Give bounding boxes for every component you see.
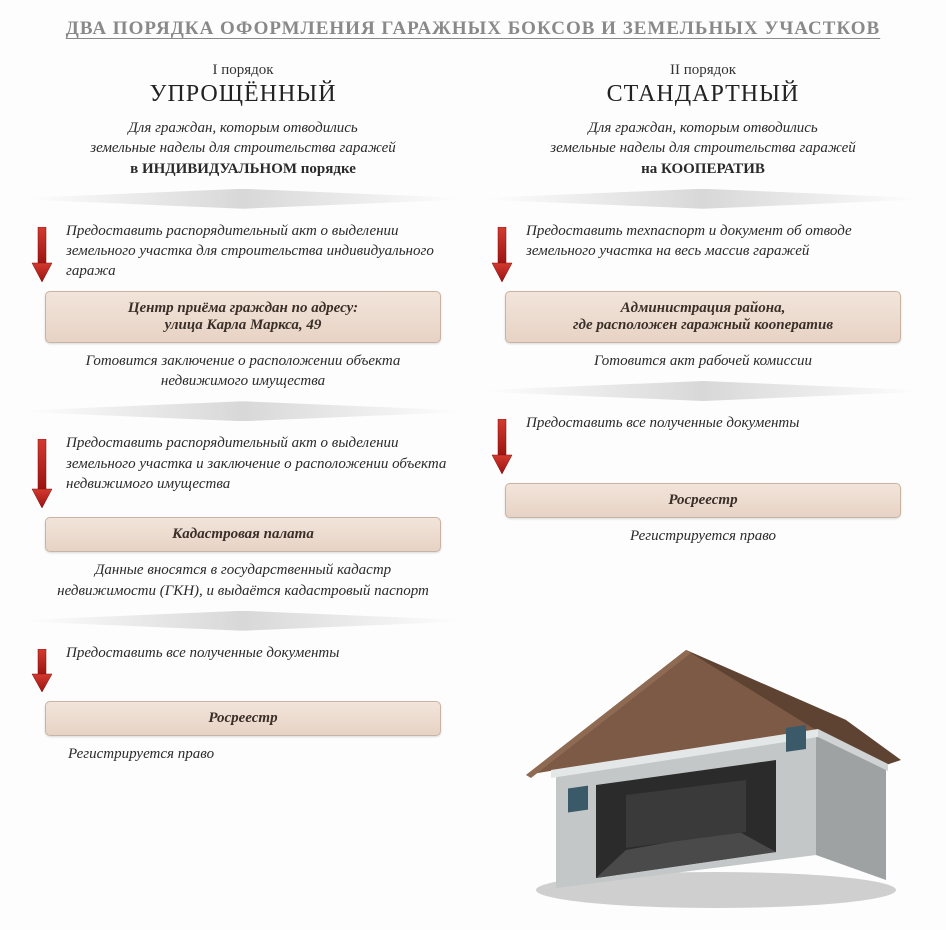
left-column: I порядок УПРОЩЁННЫЙ Для граждан, которы… bbox=[28, 62, 458, 768]
right-desc-line1: Для граждан, которым отводились bbox=[588, 120, 817, 136]
right-desc-bold: на КООПЕРАТИВ bbox=[641, 161, 765, 177]
right-result1: Готовится акт рабочей комиссии bbox=[594, 351, 812, 371]
garage-illustration bbox=[486, 620, 906, 910]
right-pill1-line1: Администрация района, bbox=[621, 300, 786, 316]
left-step1-text: Предоставить распорядительный акт о выде… bbox=[66, 221, 458, 282]
right-result2: Регистрируется право bbox=[630, 526, 776, 546]
left-pill2: Кадастровая палата bbox=[45, 517, 441, 552]
right-pill1: Администрация района, где расположен гар… bbox=[505, 291, 901, 343]
divider bbox=[28, 189, 458, 209]
left-pill1: Центр приёма граждан по адресу: улица Ка… bbox=[45, 291, 441, 343]
down-arrow-icon bbox=[488, 221, 516, 283]
right-desc-line2: земельные наделы для строительства гараж… bbox=[550, 140, 856, 156]
right-title: СТАНДАРТНЫЙ bbox=[607, 81, 800, 108]
left-step2-row: Предоставить распорядительный акт о выде… bbox=[28, 433, 458, 509]
right-step1-row: Предоставить техпаспорт и документ об от… bbox=[488, 221, 918, 283]
left-subtitle: I порядок bbox=[212, 62, 273, 79]
left-desc: Для граждан, которым отводились земельны… bbox=[90, 118, 396, 179]
divider bbox=[28, 401, 458, 421]
left-result1: Готовится заключение о расположении объе… bbox=[53, 351, 433, 392]
left-step3-text: Предоставить все полученные документы bbox=[66, 643, 339, 663]
left-step1-row: Предоставить распорядительный акт о выде… bbox=[28, 221, 458, 283]
left-desc-line2: земельные наделы для строительства гараж… bbox=[90, 140, 396, 156]
right-desc: Для граждан, которым отводились земельны… bbox=[550, 118, 856, 179]
divider bbox=[488, 189, 918, 209]
left-title: УПРОЩЁННЫЙ bbox=[149, 81, 336, 108]
down-arrow-icon bbox=[488, 413, 516, 475]
right-step2-row: Предоставить все полученные документы bbox=[488, 413, 918, 475]
right-subtitle: II порядок bbox=[670, 62, 736, 79]
left-pill3: Росреестр bbox=[45, 701, 441, 736]
divider bbox=[28, 611, 458, 631]
down-arrow-icon bbox=[28, 643, 56, 693]
down-arrow-icon bbox=[28, 221, 56, 283]
main-title: ДВА ПОРЯДКА ОФОРМЛЕНИЯ ГАРАЖНЫХ БОКСОВ И… bbox=[28, 18, 918, 40]
right-pill1-line2: где расположен гаражный кооператив bbox=[573, 317, 833, 333]
right-pill2: Росреестр bbox=[505, 483, 901, 518]
left-step3-row: Предоставить все полученные документы bbox=[28, 643, 458, 693]
left-pill1-line2: улица Карла Маркса, 49 bbox=[165, 317, 322, 333]
left-desc-line1: Для граждан, которым отводились bbox=[128, 120, 357, 136]
divider bbox=[488, 381, 918, 401]
left-step2-text: Предоставить распорядительный акт о выде… bbox=[66, 433, 458, 494]
left-result2: Данные вносятся в государственный кадаст… bbox=[53, 560, 433, 601]
left-pill1-line1: Центр приёма граждан по адресу: bbox=[128, 300, 358, 316]
right-step1-text: Предоставить техпаспорт и документ об от… bbox=[526, 221, 918, 262]
left-result3: Регистрируется право bbox=[68, 744, 214, 764]
down-arrow-icon bbox=[28, 433, 56, 509]
left-desc-bold: в ИНДИВИДУАЛЬНОМ порядке bbox=[130, 161, 356, 177]
right-step2-text: Предоставить все полученные документы bbox=[526, 413, 799, 433]
